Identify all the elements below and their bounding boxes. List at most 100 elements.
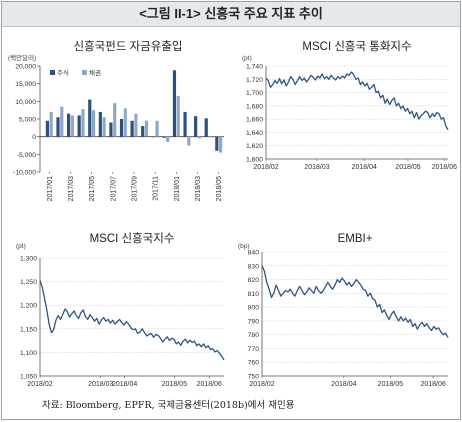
y-tick-label: 830 [248, 263, 260, 270]
bar-bond [49, 111, 53, 137]
bar-bond [176, 96, 180, 137]
bar-bond [155, 120, 159, 137]
y-axis-unit: (백만달러) [8, 53, 36, 62]
y-tick-label: 1,150 [20, 326, 37, 333]
y-tick-label: 1,640 [246, 130, 263, 137]
x-tick-label: 2017/05 [89, 176, 96, 201]
bar-stock [119, 119, 124, 137]
panel-currency-index: MSCI 신흥국 통화지수 (pt) 1,600 1,620 1,640 1,660 1,6… [232, 28, 460, 226]
bar-stock [130, 120, 134, 137]
x-tick-label: 2018/06 [420, 381, 445, 388]
chart-title: MSCI 신흥국지수 [90, 231, 175, 245]
panel-embi: EMBI+ (bp) 750 760 770 780 790 800 810 820 830 840 2… [232, 226, 460, 396]
y-tick-label: 800 [248, 305, 260, 312]
chart-title: 신흥국펀드 자금유출입 [74, 39, 183, 53]
bar-stock [183, 111, 187, 137]
x-tick-label: 2017/11 [153, 176, 160, 201]
y-tick-label: 1,250 [20, 279, 37, 286]
x-tick-label: 2018/04 [331, 381, 356, 388]
bar-stock [162, 136, 166, 138]
figure-title: <그림 II-1> 신흥국 주요 지표 추이 [2, 2, 460, 27]
bar-stock [141, 126, 145, 137]
y-tick-label: 790 [248, 318, 260, 325]
bar-stock [194, 116, 198, 137]
x-tick-label: 2018/04 [352, 164, 377, 171]
bar-bond [144, 120, 149, 137]
y-axis-unit: (bp) [238, 243, 250, 250]
x-tick-label: 2018/05 [395, 164, 420, 171]
bar-stock [98, 111, 102, 137]
bar-bond [113, 103, 117, 137]
bar-stock [151, 136, 155, 138]
bar-stock [172, 70, 177, 137]
y-tick-label: 750 [248, 374, 260, 381]
y-tick-label: 1,680 [246, 103, 263, 110]
bar-bond [166, 136, 170, 142]
x-tick-label: 2017/01 [47, 176, 54, 201]
bar-bond [102, 117, 106, 137]
bar-bond [60, 106, 64, 137]
bar-bond [208, 136, 212, 138]
series-line [39, 280, 225, 361]
y-tick-label: -5,000 [17, 152, 36, 159]
x-tick-label: 2018/06 [432, 164, 457, 171]
x-tick-label: 2018/05 [216, 176, 223, 201]
x-tick-label: 2018/03 [88, 381, 113, 388]
x-tick-label: 2018/02 [253, 164, 278, 171]
bar-bond [91, 110, 96, 137]
series-line [261, 265, 449, 338]
y-tick-label: 770 [248, 346, 260, 353]
bar-stock [45, 120, 49, 137]
y-tick-label: 10,000 [15, 99, 36, 106]
y-tick-label: 1,600 [246, 157, 263, 164]
bar-bond [219, 136, 223, 153]
y-tick-label: 1,660 [246, 117, 263, 124]
bar-bond [81, 109, 85, 137]
x-tick-label: 2018/02 [249, 381, 274, 388]
y-tick-label: 15,000 [15, 81, 36, 88]
y-tick-label: 820 [248, 277, 260, 284]
legend-label: 주식 [57, 68, 69, 77]
y-tick-label: 0 [32, 134, 36, 141]
x-tick-label: 2018/05 [162, 381, 187, 388]
x-tick-label: 2017/03 [68, 176, 75, 201]
y-tick-label: 760 [248, 360, 260, 367]
bar-bond [197, 136, 202, 139]
y-tick-label: 1,200 [20, 303, 37, 310]
chart-title: MSCI 신흥국 통화지수 [302, 39, 411, 53]
y-axis-unit: (pt) [242, 55, 252, 62]
chart-fund-flows: 신흥국펀드 자금유출입 (백만달러) -10,000 -5,000 0 5,000 10,0… [8, 39, 224, 201]
bar-stock [66, 113, 71, 137]
chart-title: EMBI+ [338, 233, 373, 245]
y-tick-label: 5,000 [19, 117, 36, 124]
y-tick-label: 780 [248, 332, 260, 339]
x-tick-label: 2018/02 [27, 381, 52, 388]
y-axis-unit: (pt) [16, 243, 26, 250]
bar-stock [88, 99, 92, 137]
bar-stock [215, 136, 219, 151]
x-tick-label: 2018/01 [174, 176, 181, 201]
panel-fund-flows: 신흥국펀드 자금유출입 (백만달러) -10,000 -5,000 0 5,000 10,0… [2, 28, 232, 226]
bar-stock [56, 117, 60, 137]
x-tick-label: 2018/05 [378, 381, 403, 388]
source-note: 자료: Bloomberg, EPFR, 국제금융센터(2018b)에서 재인용 [42, 400, 295, 411]
y-tick-label: 1,050 [20, 374, 37, 381]
x-tick-label: 2017/09 [132, 176, 139, 201]
x-tick-label: 2018/04 [112, 381, 137, 388]
y-tick-label: 840 [248, 250, 260, 257]
legend-swatch [50, 70, 55, 75]
x-tick-label: 2018/03 [195, 176, 202, 201]
y-tick-label: 1,620 [246, 143, 263, 150]
bar-stock [204, 118, 208, 137]
legend-swatch [82, 70, 87, 75]
panel-em-index: MSCI 신흥국지수 (pt) 1,050 1,100 1,150 1,200 1,250 1… [2, 226, 232, 396]
y-tick-label: 1,100 [20, 350, 37, 357]
bar-bond [123, 108, 127, 137]
y-tick-label: 810 [248, 291, 260, 298]
series-line [265, 71, 449, 131]
bar-bond [187, 136, 191, 146]
y-tick-label: 1,740 [246, 64, 263, 71]
bar-bond [70, 115, 74, 137]
bar-stock [109, 122, 113, 137]
